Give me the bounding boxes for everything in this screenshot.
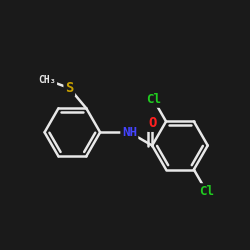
Text: O: O (148, 116, 156, 130)
Text: Cl: Cl (199, 185, 214, 198)
Text: Cl: Cl (146, 93, 161, 106)
Text: NH: NH (122, 126, 137, 139)
Text: CH₃: CH₃ (38, 75, 56, 85)
Text: S: S (65, 81, 74, 95)
